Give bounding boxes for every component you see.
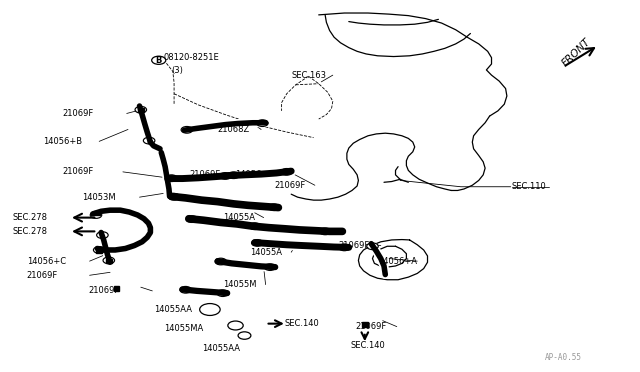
Text: 14055A: 14055A	[250, 248, 282, 257]
Bar	[169, 176, 175, 180]
Text: 14056+C: 14056+C	[27, 257, 66, 266]
Bar	[95, 211, 100, 215]
Bar	[106, 259, 112, 263]
Text: B: B	[156, 56, 162, 65]
Text: (3): (3)	[172, 66, 184, 75]
Text: 21069F: 21069F	[189, 170, 221, 179]
Bar	[96, 249, 102, 253]
Text: SEC.140: SEC.140	[285, 319, 319, 328]
Text: 21069F: 21069F	[274, 181, 305, 190]
Text: SEC.278: SEC.278	[13, 213, 48, 222]
Text: 21069F: 21069F	[88, 286, 120, 295]
Text: SEC.163: SEC.163	[291, 71, 326, 80]
Text: 08120-8251E: 08120-8251E	[163, 53, 219, 62]
Text: AP-A0.55: AP-A0.55	[545, 353, 582, 362]
Text: 14055MA: 14055MA	[164, 324, 203, 333]
Text: 21069F: 21069F	[356, 322, 387, 331]
Bar	[252, 224, 258, 228]
Text: 21069F: 21069F	[63, 167, 94, 176]
Text: 21069F: 21069F	[63, 109, 94, 118]
Text: 21069F: 21069F	[338, 241, 369, 250]
Text: 14056: 14056	[236, 170, 262, 179]
Text: 14056+A: 14056+A	[378, 257, 417, 266]
Text: 14056+B: 14056+B	[44, 137, 83, 146]
Text: 14055AA: 14055AA	[154, 305, 191, 314]
Text: SEC.278: SEC.278	[13, 227, 48, 236]
Text: FRONT: FRONT	[560, 37, 592, 69]
Text: 14055M: 14055M	[223, 280, 256, 289]
Text: SEC.110: SEC.110	[512, 182, 547, 191]
Text: 14055AA: 14055AA	[202, 344, 239, 353]
Text: 14055A: 14055A	[223, 213, 255, 222]
Text: SEC.140: SEC.140	[351, 341, 385, 350]
Bar	[362, 322, 367, 327]
Text: 21069F: 21069F	[27, 271, 58, 280]
Text: 14053M: 14053M	[82, 193, 116, 202]
Text: 21068Z: 21068Z	[218, 125, 250, 134]
Bar	[114, 286, 119, 291]
Bar	[138, 108, 144, 112]
